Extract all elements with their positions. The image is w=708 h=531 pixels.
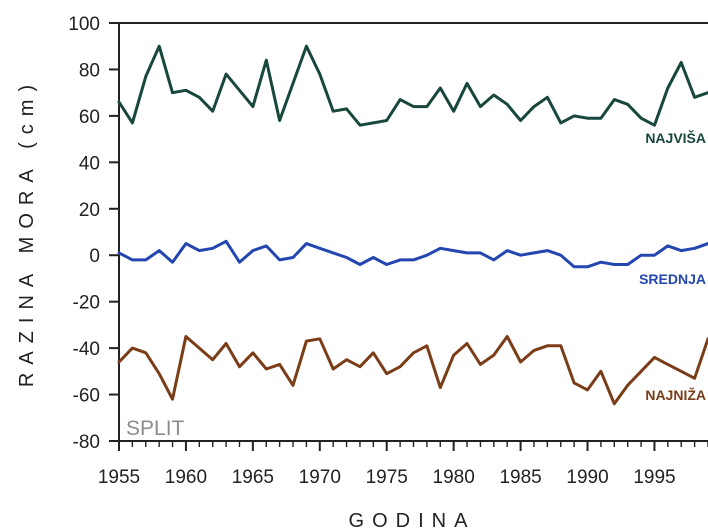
x-tick-label: 1955 [98,467,140,488]
y-axis-title: RAZINA MORA (cm) [16,77,38,387]
y-tick-label: 0 [89,246,100,267]
x-tick-label: 1960 [165,467,207,488]
y-tick-label: -60 [73,386,100,407]
series-label-srednja: SREDNJA [639,271,706,287]
series-line-najniza [117,335,708,406]
x-tick-label: 1970 [299,467,341,488]
x-tick-label: 1980 [433,467,475,488]
y-tick-label: -20 [73,293,100,314]
station-label: SPLIT [126,417,185,440]
x-axis-title: GODINA [349,510,476,531]
series-lines [117,44,708,406]
y-tick-label: -40 [73,339,100,360]
series-line-srednja [117,239,708,269]
x-tick-label: 1975 [366,467,408,488]
y-axis-ticks: 100 80 60 40 20 0 -20 -40 -60 -80 [68,14,119,453]
y-tick-label: 20 [79,200,100,221]
x-tick-label: 1990 [566,467,608,488]
y-tick-label: -80 [73,432,100,453]
x-axis-ticks: 1955 1960 1965 1970 1975 1980 1985 1990 1995 [98,441,708,488]
series-label-najniza: NAJNIŽA [645,386,706,403]
x-tick-label: 1995 [633,467,675,488]
y-tick-label: 80 [79,60,100,81]
y-tick-label: 40 [79,153,100,174]
series-line-najvisa [117,44,708,127]
y-tick-label: 100 [68,14,100,35]
x-tick-label: 1965 [232,467,274,488]
series-label-najvisa: NAJVIŠA [645,129,706,146]
x-tick-label: 1985 [499,467,541,488]
y-tick-label: 60 [79,107,100,128]
